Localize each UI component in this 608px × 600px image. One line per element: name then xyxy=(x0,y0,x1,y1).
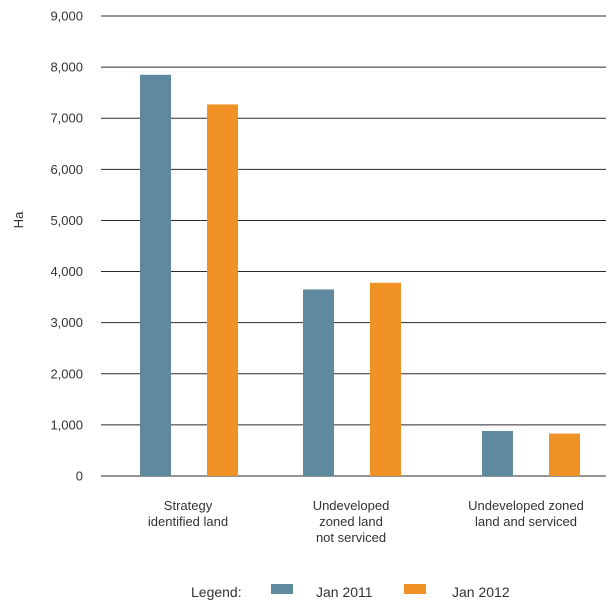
y-axis-label: Ha xyxy=(11,211,26,228)
y-tick-label: 0 xyxy=(76,469,83,484)
y-tick-label: 9,000 xyxy=(50,9,83,24)
y-tick-label: 1,000 xyxy=(50,417,83,432)
bar-jan-2012 xyxy=(549,433,580,476)
legend-swatch xyxy=(271,584,293,594)
legend: Legend: Jan 2011 Jan 2012 xyxy=(191,584,510,600)
bar-jan-2011 xyxy=(303,289,334,476)
legend-label: Jan 2012 xyxy=(452,584,510,600)
legend-label: Jan 2011 xyxy=(316,584,373,600)
y-tick-label: 3,000 xyxy=(50,315,83,330)
y-tick-label: 4,000 xyxy=(50,264,83,279)
x-axis-categories: Strategy identified land Undeveloped zoned … xyxy=(148,498,584,545)
bars xyxy=(140,74,580,477)
bar-jan-2012 xyxy=(370,282,401,476)
y-tick-label: 8,000 xyxy=(50,60,83,75)
gridlines xyxy=(101,15,606,477)
bar-jan-2011 xyxy=(140,74,171,477)
category-label: Strategy identified land xyxy=(148,498,228,529)
bar-jan-2011 xyxy=(482,431,513,476)
category-label: Undeveloped zoned land and serviced xyxy=(468,498,584,529)
y-axis-ticks: 0 1,000 2,000 3,000 4,000 5,000 6,000 7,000 8,00… xyxy=(50,9,83,484)
y-tick-label: 5,000 xyxy=(50,213,83,228)
legend-swatch xyxy=(404,584,426,594)
y-tick-label: 7,000 xyxy=(50,111,83,126)
legend-title: Legend: xyxy=(191,584,242,600)
y-tick-label: 6,000 xyxy=(50,162,83,177)
y-tick-label: 2,000 xyxy=(50,366,83,381)
category-label: Undeveloped zoned land not serviced xyxy=(313,498,390,545)
bar-jan-2012 xyxy=(207,104,238,476)
